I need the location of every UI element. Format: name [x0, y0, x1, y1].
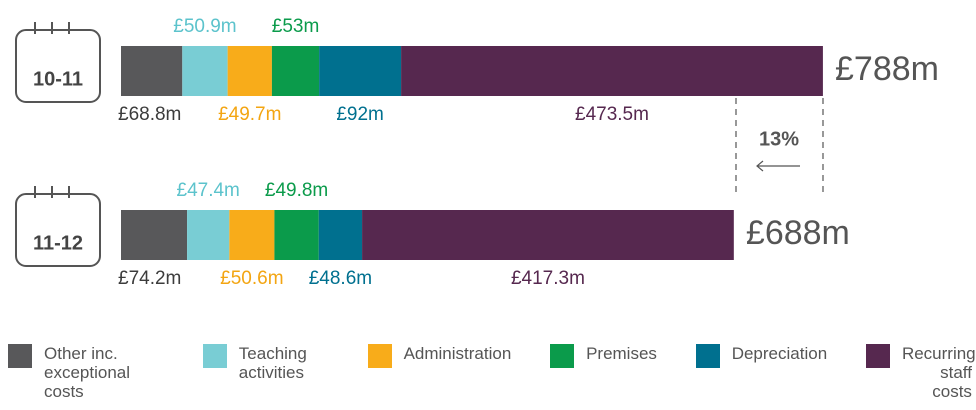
value-label: £47.4m	[177, 180, 240, 201]
calendar-icon	[15, 22, 101, 267]
bar-segment	[121, 210, 188, 260]
value-label: £417.3m	[511, 268, 585, 289]
bar-segment	[401, 46, 823, 96]
value-label: £50.9m	[173, 16, 236, 37]
bar-segment	[227, 46, 272, 96]
value-label: £49.8m	[265, 180, 328, 201]
legend-label: Recurring staff costs	[901, 344, 976, 401]
bar-segment	[229, 210, 275, 260]
change-guide	[735, 98, 824, 195]
value-label: £49.7m	[218, 104, 281, 125]
legend-swatch	[695, 344, 720, 368]
value-label: £92m	[336, 104, 384, 125]
legend-item: Teaching activities	[202, 344, 329, 401]
legend: Other inc. exceptional costs Teaching act…	[8, 344, 976, 401]
legend-label: Other inc. exceptional costs	[44, 344, 131, 401]
legend-swatch	[367, 344, 392, 368]
value-label: £48.6m	[309, 268, 372, 289]
bar-segment	[362, 210, 734, 260]
total-label: £688m	[746, 214, 850, 252]
legend-label: Depreciation	[731, 344, 828, 363]
value-label: £50.6m	[220, 268, 283, 289]
bar-segment	[318, 210, 363, 260]
legend-swatch	[202, 344, 227, 368]
total-label: £788m	[835, 50, 939, 88]
value-label: £74.2m	[118, 268, 181, 289]
legend-label: Administration	[403, 344, 512, 363]
category-label: 10-11	[33, 68, 83, 90]
bar-segment	[121, 46, 183, 96]
legend-label: Teaching activities	[238, 344, 307, 382]
chart: 13% 10-11 £68.8m £50.9m £49.7m £53m £92m £473.…	[15, 16, 939, 289]
legend-swatch	[550, 344, 575, 368]
legend-item: Recurring staff costs	[865, 344, 976, 401]
value-label: £68.8m	[118, 104, 181, 125]
bar-segment	[271, 46, 320, 96]
bar-segment	[182, 46, 228, 96]
category-label: 11-12	[33, 232, 83, 254]
bar-segment	[274, 210, 319, 260]
value-label: £53m	[272, 16, 320, 37]
legend-item: Depreciation	[695, 344, 828, 401]
legend-item: Other inc. exceptional costs	[8, 344, 164, 401]
legend-swatch	[8, 344, 32, 368]
change-label: 13%	[759, 128, 799, 150]
bar-segment	[187, 210, 230, 260]
legend-item: Administration	[367, 344, 512, 401]
bar-segment	[319, 46, 402, 96]
legend-item: Premises	[550, 344, 657, 401]
legend-label: Premises	[586, 344, 657, 363]
legend-swatch	[865, 344, 890, 368]
value-label: £473.5m	[575, 104, 649, 125]
